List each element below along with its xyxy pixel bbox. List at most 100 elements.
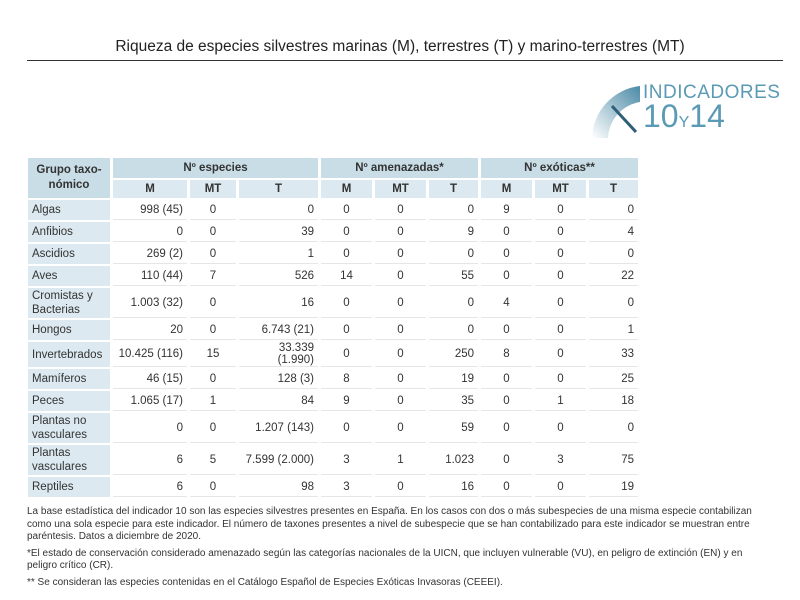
cell-value: 0 (190, 200, 236, 220)
row-label: Ascidios (28, 244, 110, 264)
cell-value: 15 (190, 342, 236, 367)
cell-value: 59 (429, 413, 478, 443)
subheader-t: T (239, 180, 318, 198)
cell-value: 35 (429, 391, 478, 411)
cell-value: 0 (190, 369, 236, 389)
cell-value: 8 (481, 342, 532, 367)
cell-value: 0 (429, 320, 478, 340)
cell-value: 6.743 (21) (239, 320, 318, 340)
cell-value: 3 (535, 445, 586, 475)
subheader-t: T (589, 180, 638, 198)
cell-value: 0 (481, 445, 532, 475)
cell-value: 110 (44) (113, 266, 187, 286)
cell-value: 6 (113, 477, 187, 497)
cell-value: 0 (481, 244, 532, 264)
cell-value: 1.207 (143) (239, 413, 318, 443)
subheader-m: M (481, 180, 532, 198)
cell-value: 46 (15) (113, 369, 187, 389)
cell-value: 0 (535, 244, 586, 264)
cell-value: 0 (535, 369, 586, 389)
cell-value: 0 (321, 288, 372, 318)
table-row: Ascidios 269 (2) 0 1 0 0 0 0 0 0 (28, 244, 638, 264)
cell-value: 3 (321, 445, 372, 475)
cell-value: 98 (239, 477, 318, 497)
cell-value: 0 (481, 222, 532, 242)
cell-value: 18 (589, 391, 638, 411)
cell-value: 0 (239, 200, 318, 220)
cell-value: 0 (190, 222, 236, 242)
note-threatened: *El estado de conservación considerado a… (27, 547, 743, 572)
row-label: Peces (28, 391, 110, 411)
table-row: Mamíferos 46 (15) 0 128 (3) 8 0 19 0 0 25 (28, 369, 638, 389)
cell-value: 0 (589, 244, 638, 264)
cell-value: 84 (239, 391, 318, 411)
header-exoticas: Nº exóticas** (481, 158, 638, 178)
cell-value: 0 (375, 320, 426, 340)
cell-value: 1 (589, 320, 638, 340)
cell-value: 998 (45) (113, 200, 187, 220)
table-row: Peces 1.065 (17) 1 84 9 0 35 0 1 18 (28, 391, 638, 411)
cell-value: 0 (113, 222, 187, 242)
cell-value: 5 (190, 445, 236, 475)
cell-value: 1 (535, 391, 586, 411)
cell-value: 1 (190, 391, 236, 411)
cell-value: 0 (321, 244, 372, 264)
cell-value: 0 (535, 288, 586, 318)
cell-value: 0 (321, 320, 372, 340)
table-row: Reptiles 6 0 98 3 0 16 0 0 19 (28, 477, 638, 497)
cell-value: 0 (375, 391, 426, 411)
group-header: Grupo taxo-nómico (28, 158, 110, 198)
cell-value: 0 (535, 413, 586, 443)
cell-value: 3 (321, 477, 372, 497)
cell-value: 0 (429, 244, 478, 264)
table-row: Algas 998 (45) 0 0 0 0 0 9 0 0 (28, 200, 638, 220)
species-table: Grupo taxo-nómico Nº especies Nº amenaza… (25, 156, 641, 499)
header-especies: Nº especies (113, 158, 318, 178)
cell-value: 22 (589, 266, 638, 286)
note-exotic: ** Se consideran las especies contenidas… (27, 576, 503, 588)
subheader-m: M (321, 180, 372, 198)
cell-value: 0 (589, 413, 638, 443)
table-row: Hongos 20 0 6.743 (21) 0 0 0 0 0 1 (28, 320, 638, 340)
cell-value: 9 (481, 200, 532, 220)
table-row: Plantas no vasculares 0 0 1.207 (143) 0 0 59 0 0… (28, 413, 638, 443)
gauge-icon (592, 86, 640, 138)
cell-value: 0 (535, 222, 586, 242)
indicators-logo: INDICADORES 10Y14 (588, 80, 781, 140)
cell-value: 4 (481, 288, 532, 318)
cell-value: 0 (113, 413, 187, 443)
cell-value: 0 (375, 477, 426, 497)
table-row: Plantas vasculares 6 5 7.599 (2.000) 3 1 1.023… (28, 445, 638, 475)
subheader-mt: MT (190, 180, 236, 198)
cell-value: 33.339 (1.990) (239, 342, 318, 367)
table-row: Cromistas y Bacterias 1.003 (32) 0 16 0 0 0 4 0 0 (28, 288, 638, 318)
cell-value: 25 (589, 369, 638, 389)
cell-value: 0 (535, 477, 586, 497)
cell-value: 0 (429, 200, 478, 220)
cell-value: 7.599 (2.000) (239, 445, 318, 475)
cell-value: 0 (375, 413, 426, 443)
cell-value: 0 (535, 200, 586, 220)
cell-value: 0 (375, 266, 426, 286)
subheader-mt: MT (535, 180, 586, 198)
cell-value: 0 (481, 477, 532, 497)
cell-value: 0 (481, 369, 532, 389)
cell-value: 19 (429, 369, 478, 389)
row-label: Reptiles (28, 477, 110, 497)
cell-value: 0 (190, 477, 236, 497)
row-label: Invertebrados (28, 342, 110, 367)
cell-value: 0 (429, 288, 478, 318)
cell-value: 0 (375, 200, 426, 220)
cell-value: 6 (113, 445, 187, 475)
cell-value: 20 (113, 320, 187, 340)
cell-value: 4 (589, 222, 638, 242)
cell-value: 16 (429, 477, 478, 497)
row-label: Algas (28, 200, 110, 220)
row-label: Cromistas y Bacterias (28, 288, 110, 318)
cell-value: 1 (375, 445, 426, 475)
table-row: Aves 110 (44) 7 526 14 0 55 0 0 22 (28, 266, 638, 286)
cell-value: 0 (535, 342, 586, 367)
logo-text: INDICADORES (643, 82, 781, 103)
cell-value: 0 (321, 200, 372, 220)
